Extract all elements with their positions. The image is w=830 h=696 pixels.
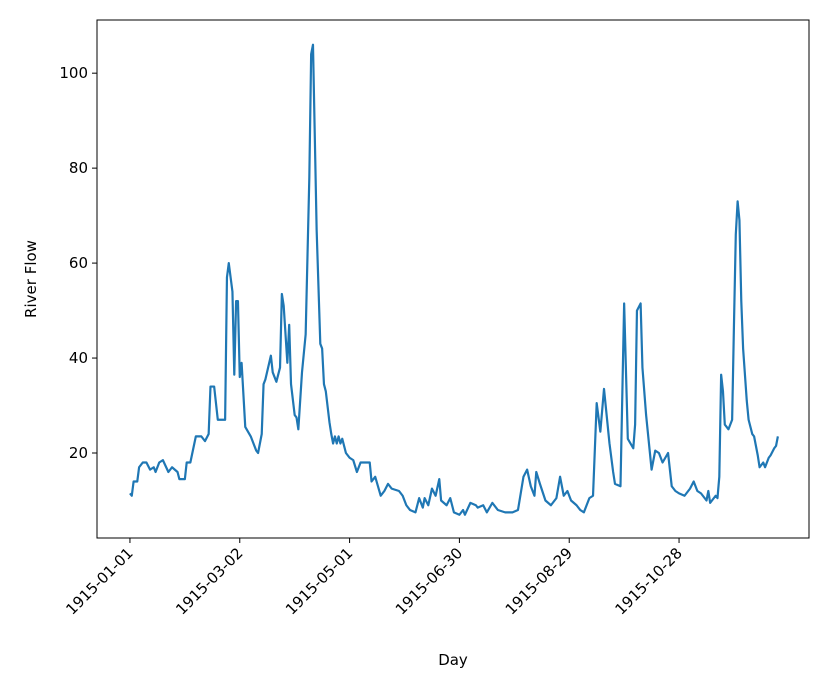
x-tick-label: 1915-01-01 bbox=[62, 544, 136, 618]
y-axis-label: River Flow bbox=[22, 240, 40, 318]
x-tick-label: 1915-06-30 bbox=[392, 544, 466, 618]
y-tick-label: 60 bbox=[69, 254, 88, 272]
y-tick-label: 100 bbox=[59, 64, 88, 82]
x-tick-label: 1915-05-01 bbox=[282, 544, 356, 618]
x-tick-label: 1915-03-02 bbox=[172, 544, 246, 618]
y-tick-label: 80 bbox=[69, 159, 88, 177]
data-line bbox=[129, 43, 779, 516]
plot-frame bbox=[96, 19, 810, 539]
x-tick-label: 1915-10-28 bbox=[611, 544, 685, 618]
y-tick-label: 40 bbox=[69, 349, 88, 367]
x-tick-label: 1915-08-29 bbox=[502, 544, 576, 618]
y-tick-label: 20 bbox=[69, 444, 88, 462]
x-axis-label: Day bbox=[438, 651, 468, 669]
